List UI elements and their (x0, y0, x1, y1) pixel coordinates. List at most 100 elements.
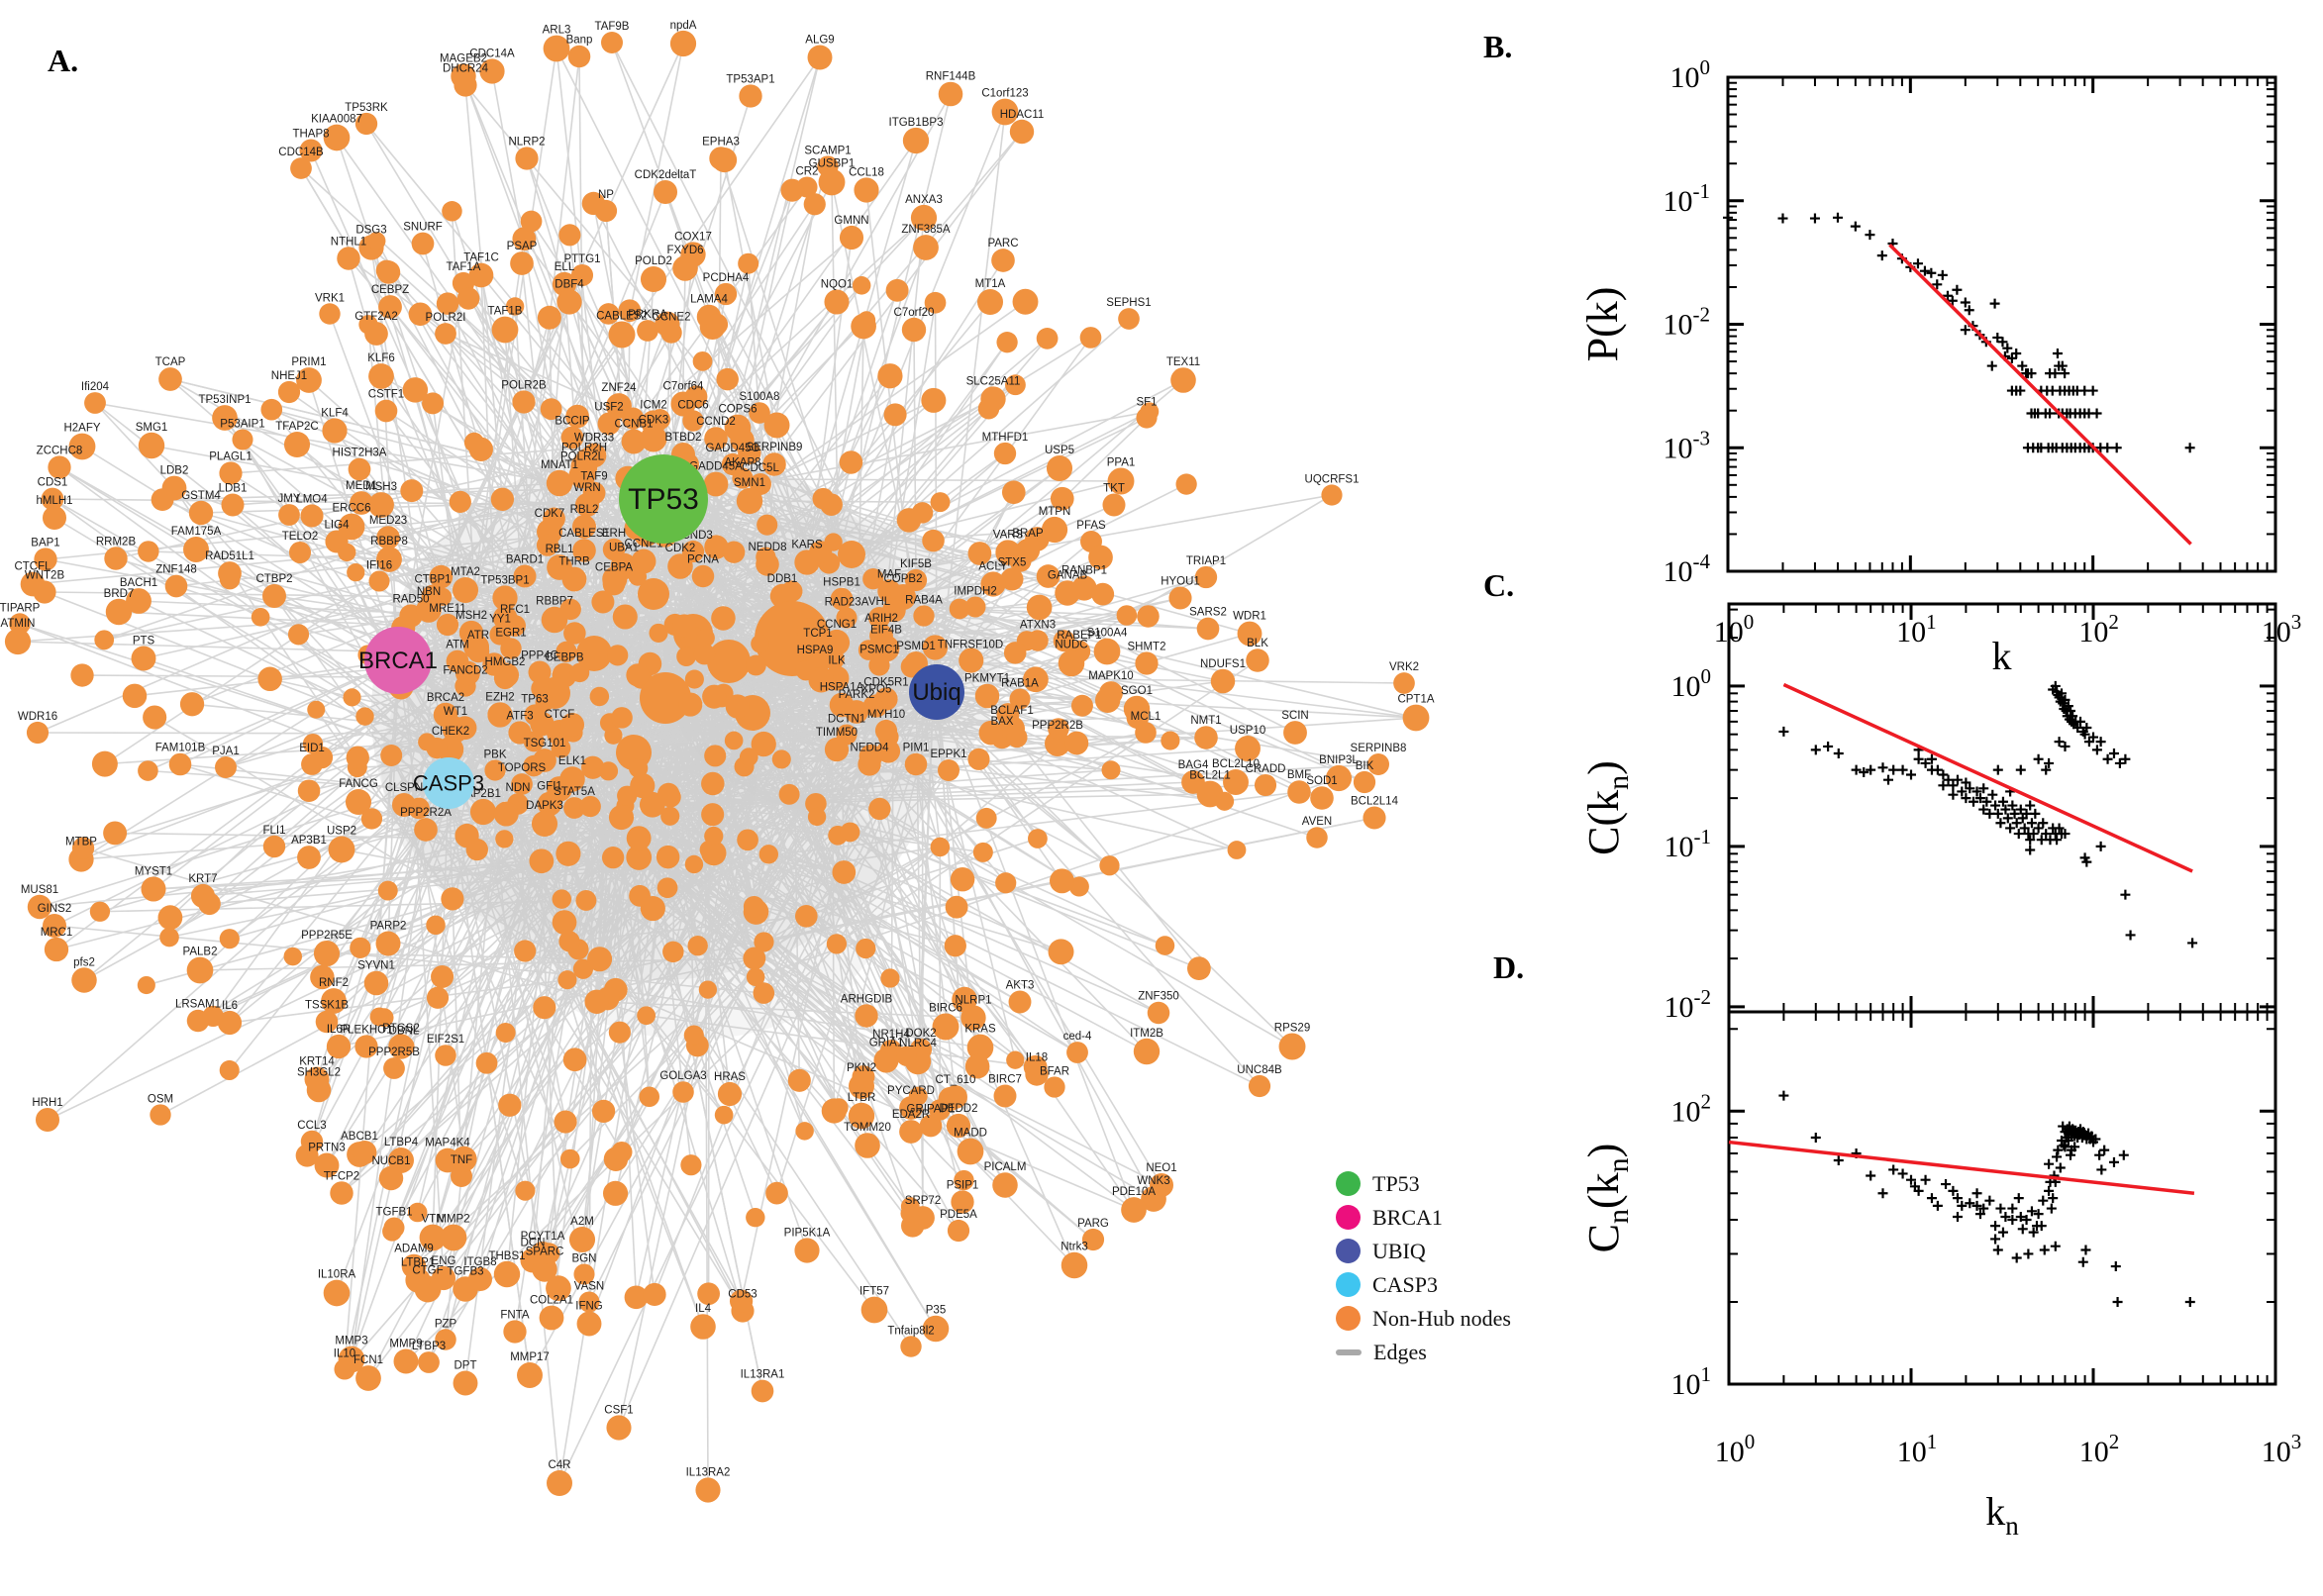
network-node (687, 936, 708, 956)
network-node (576, 1311, 602, 1337)
network-node (578, 1291, 600, 1313)
node-label: LIG4 (325, 519, 351, 531)
network-node (601, 32, 623, 53)
network-node (71, 967, 97, 993)
network-node (41, 487, 64, 511)
network-node (832, 860, 857, 884)
network-node (435, 1329, 456, 1350)
network-node (698, 980, 717, 999)
node-label: MYH10 (867, 709, 905, 721)
node-label: TAF9 (580, 471, 607, 483)
node-label: NEO1 (1146, 1162, 1176, 1174)
network-node (746, 1207, 765, 1228)
network-node (376, 547, 402, 572)
data-points (1723, 212, 2195, 453)
node-label: CTBP1 (414, 574, 451, 586)
network-node (141, 876, 166, 902)
network-node (839, 225, 864, 250)
network-node (560, 713, 585, 737)
network-node (959, 648, 984, 673)
network-node (637, 1006, 656, 1026)
network-node (278, 504, 300, 526)
node-label: PLAGL1 (209, 450, 252, 462)
network-node (626, 845, 653, 870)
network-node (707, 640, 751, 683)
network-node (492, 585, 518, 611)
network-node (868, 797, 891, 821)
node-label: Tnfaip8l2 (887, 1325, 934, 1337)
network-node (334, 1358, 355, 1380)
network-node (91, 750, 118, 777)
node-label: TSG101 (524, 738, 566, 749)
node-label: BRD7 (104, 588, 135, 600)
legend: TP53 BRCA1 UBIQ CASP3 Non-Hub nodes Edge… (1336, 1171, 1511, 1364)
node-label: MUS81 (21, 884, 58, 896)
network-node (375, 259, 397, 281)
node-label: XPO5 (861, 683, 892, 695)
node-label: TOMM20 (844, 1122, 891, 1134)
network-node (407, 1202, 428, 1223)
node-label: TAF1C (463, 252, 499, 264)
node-label: CT_610 (936, 1074, 976, 1086)
axis-ticks (1726, 75, 2277, 573)
network-node (321, 988, 347, 1014)
node-label: MCL1 (1131, 711, 1162, 723)
node-label: TAF1B (488, 306, 523, 318)
node-label: CSTF1 (368, 389, 404, 401)
network-node (138, 760, 158, 781)
network-node (606, 1415, 632, 1441)
node-label: SLC25A11 (966, 375, 1021, 387)
network-node (669, 30, 697, 57)
network-node (358, 315, 378, 335)
node-label: CCNB1 (615, 419, 654, 431)
network-node (900, 1336, 922, 1357)
fit-line (1728, 1140, 2195, 1196)
network-node (374, 399, 398, 423)
node-label: CTGF (412, 1265, 443, 1277)
network-node (89, 901, 111, 922)
network-node (1009, 688, 1031, 710)
network-node (587, 947, 613, 972)
network-node (531, 810, 558, 838)
node-label: PRIM1 (291, 356, 326, 368)
node-label: ATMIN (1, 618, 36, 630)
hub-node-casp3 (423, 757, 474, 809)
node-label: CEBPZ (371, 284, 409, 296)
network-node (693, 643, 716, 665)
network-node (629, 758, 649, 778)
network-node (34, 548, 57, 571)
node-label: ANXA3 (905, 194, 943, 206)
node-label: PDE5A (940, 1209, 977, 1221)
network-node (1064, 731, 1089, 755)
node-label: VRK1 (315, 292, 345, 304)
network-node (4, 628, 32, 655)
legend-item-tp53: TP53 (1336, 1171, 1511, 1196)
network-node (1028, 829, 1048, 848)
network-node (105, 598, 133, 626)
node-label: TGFB3 (447, 1265, 483, 1277)
node-label: AP3B1 (291, 835, 327, 847)
node-label: THBS1 (488, 1250, 525, 1262)
network-node (855, 1004, 878, 1028)
node-label: SEPHS1 (1106, 297, 1151, 309)
network-node (896, 1046, 917, 1066)
network-node (451, 1146, 477, 1172)
panel-label-c: C. (1483, 567, 1514, 603)
node-label: EGR1 (495, 627, 526, 639)
node-label: RFC1 (500, 604, 530, 616)
node-label: VRK2 (1389, 661, 1419, 673)
node-label: CDK2 (665, 543, 696, 554)
node-label: DCTN1 (828, 713, 865, 725)
node-label: hMLH1 (36, 495, 72, 507)
node-label: EID1 (299, 743, 325, 754)
network-node (572, 958, 594, 979)
network-node (434, 587, 453, 606)
network-node (855, 1133, 880, 1158)
network-node (597, 303, 620, 325)
node-label: WDR1 (1233, 611, 1266, 623)
node-label: IL18 (1026, 1051, 1048, 1063)
network-node (751, 1379, 774, 1403)
network-node (950, 866, 975, 892)
